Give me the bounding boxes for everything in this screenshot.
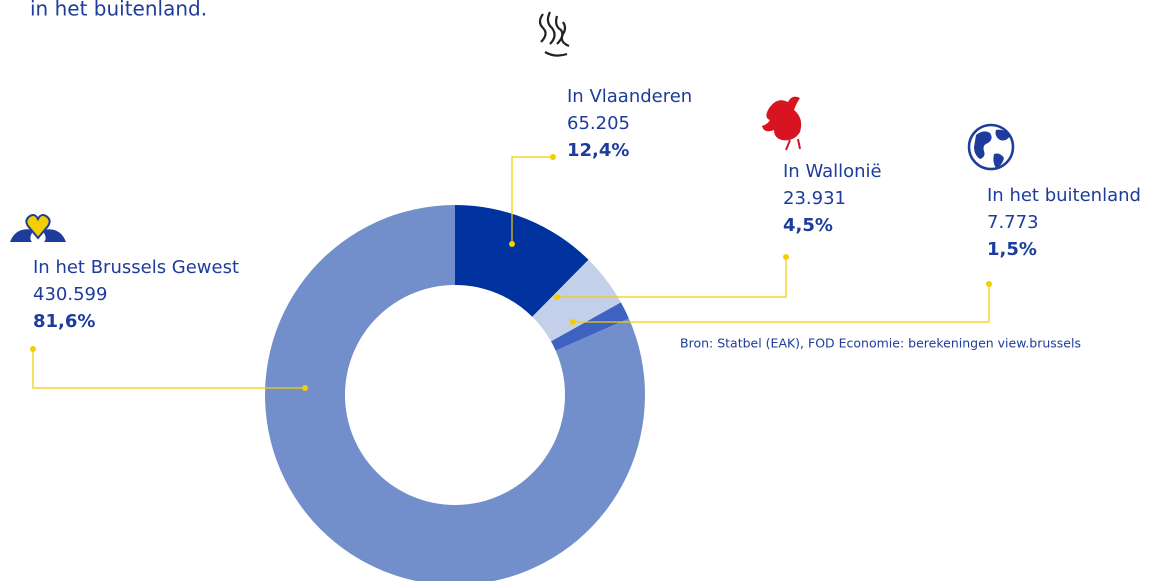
leader-dot	[509, 241, 515, 247]
percent-label: 81,6%	[33, 311, 95, 332]
slice	[551, 302, 629, 351]
category-label: In het buitenland	[987, 185, 1141, 206]
leader-line	[573, 284, 990, 323]
category-label: In Vlaanderen	[567, 86, 692, 107]
count-label: 430.599	[33, 284, 107, 305]
slice	[265, 205, 645, 581]
slice	[455, 205, 589, 317]
category-label: In het Brussels Gewest	[33, 257, 239, 278]
count-label: 7.773	[987, 212, 1039, 233]
leader-dot	[570, 319, 576, 325]
leader-dot	[30, 346, 36, 352]
leader-line	[32, 349, 305, 389]
percent-label: 4,5%	[783, 215, 833, 236]
chart-title: in het buitenland.	[30, 0, 207, 21]
leader-line	[557, 257, 787, 298]
globe-icon	[967, 123, 1015, 171]
leader-dot	[554, 294, 560, 300]
lion-icon	[538, 11, 570, 57]
count-label: 23.931	[783, 188, 846, 209]
leader-dot	[550, 154, 556, 160]
percent-label: 12,4%	[567, 140, 629, 161]
leader-dot	[783, 254, 789, 260]
percent-label: 1,5%	[987, 239, 1037, 260]
slice	[532, 259, 621, 342]
leader-line	[511, 156, 553, 244]
source: Bron: Statbel (EAK), FOD Economie: berek…	[680, 336, 1081, 351]
count-label: 65.205	[567, 113, 630, 134]
leader-dot	[302, 385, 308, 391]
rooster-icon	[762, 96, 802, 151]
iris-icon	[10, 214, 66, 242]
leader-dot	[986, 281, 992, 287]
category-label: In Wallonië	[783, 161, 882, 182]
